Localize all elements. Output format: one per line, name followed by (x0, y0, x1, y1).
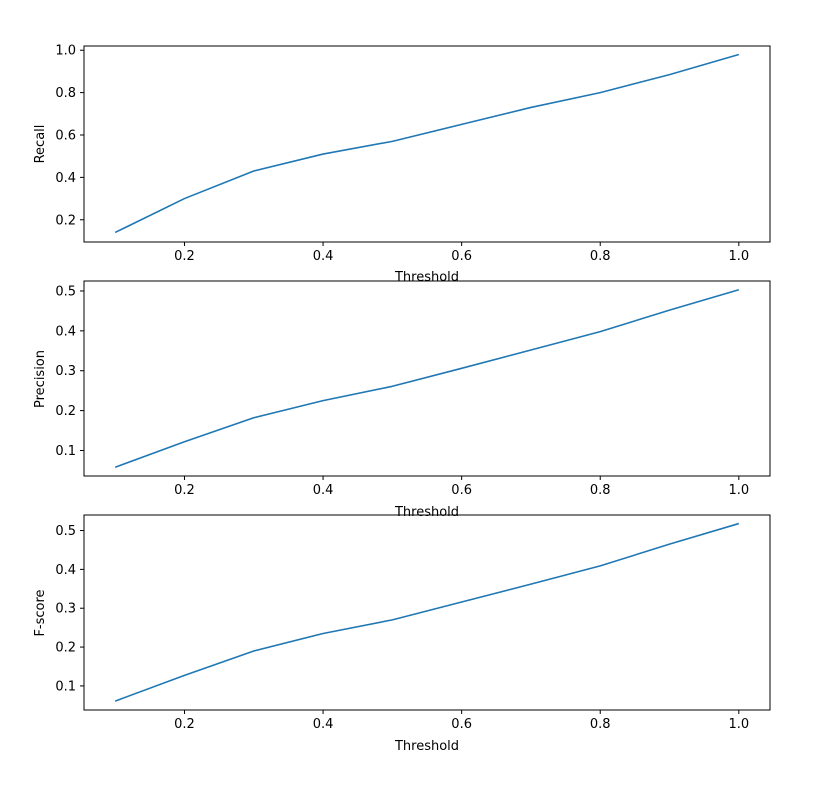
recall-y-tick-label: 0.2 (55, 213, 76, 228)
precision-x-tick-label: 0.4 (313, 483, 334, 498)
fscore-x-tick-label: 0.2 (174, 717, 195, 732)
fscore-y-tick-label: 0.3 (55, 602, 76, 617)
fscore-x-tick-label: 0.4 (313, 717, 334, 732)
recall-x-tick-label: 0.6 (451, 249, 472, 264)
fscore-y-tick-label: 0.4 (55, 563, 76, 578)
fscore-y-tick-label: 0.1 (55, 679, 76, 694)
precision-x-tick-label: 0.6 (451, 483, 472, 498)
recall-panel: Recall Threshold 0.2 0.4 0.6 0.8 1.00.20.40.… (33, 44, 771, 285)
fscore-y-tick-label: 0.5 (55, 524, 76, 539)
precision-x-tick-label: 0.2 (174, 483, 195, 498)
recall-axes-frame (83, 45, 771, 243)
recall-y-tick-label: 0.6 (55, 128, 76, 143)
precision-y-tick-label: 0.3 (55, 364, 76, 379)
recall-x-tick-label: 1.0 (728, 249, 749, 264)
fscore-plot-area: 0.2 0.4 0.6 0.8 1.0 0.1 0.2 0.3 0.4 0.5 (55, 514, 771, 732)
precision-y-tick-label: 0.2 (55, 404, 76, 419)
precision-axes-frame (83, 280, 771, 477)
precision-y-label: Precision (33, 350, 48, 408)
fscore-x-tick-label: 1.0 (728, 717, 749, 732)
precision-x-tick-label: 1.0 (728, 483, 749, 498)
precision-panel: Precision Threshold 0.2 0.4 0.6 0.8 1.00.10.… (33, 280, 771, 520)
precision-y-tick-label: 0.1 (55, 444, 76, 459)
recall-x-label: Threshold (394, 270, 459, 285)
recall-x-tick-label: 0.4 (313, 249, 334, 264)
recall-y-label: Recall (33, 125, 48, 164)
recall-x-tick-label: 0.8 (590, 249, 611, 264)
precision-plot-area: 0.2 0.4 0.6 0.8 1.0 0.1 0.2 0.3 0.4 0.5 (55, 280, 771, 498)
fscore-y-tick-label: 0.2 (55, 641, 76, 656)
recall-x-tick-label: 0.2 (174, 249, 195, 264)
fscore-x-label: Threshold (394, 739, 459, 754)
fscore-axes-frame (83, 514, 771, 711)
recall-y-tick-label: 1.0 (55, 44, 76, 59)
fscore-x-tick-label: 0.8 (590, 717, 611, 732)
precision-y-tick-label: 0.5 (55, 284, 76, 299)
precision-x-label: Threshold (394, 505, 459, 520)
fscore-panel: F-score Threshold 0.2 0.4 0.6 0.8 1.00.10.20… (33, 514, 771, 754)
fscore-x-tick-label: 0.6 (451, 717, 472, 732)
precision-y-tick-label: 0.4 (55, 324, 76, 339)
precision-series-line (114, 289, 740, 468)
fscore-y-label: F-score (33, 589, 48, 636)
recall-y-tick-label: 0.8 (55, 86, 76, 101)
precision-x-tick-label: 0.8 (590, 483, 611, 498)
recall-plot-area: 0.2 0.4 0.6 0.8 1.0 0.2 0.4 0.6 0.8 1.0 (55, 44, 771, 264)
fscore-series-line (114, 522, 740, 702)
recall-series-line (114, 53, 740, 234)
recall-y-tick-label: 0.4 (55, 171, 76, 186)
